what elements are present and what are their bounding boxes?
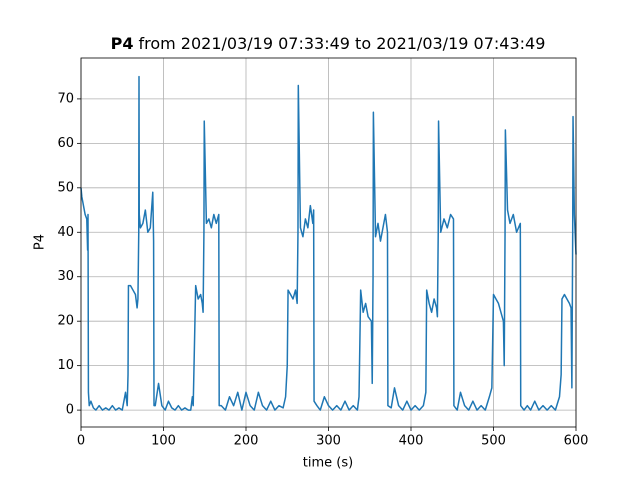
y-tick-label: 0	[66, 403, 74, 418]
y-tick-label: 20	[57, 314, 74, 329]
x-tick-label: 400	[399, 434, 424, 449]
y-tick-label: 70	[57, 91, 74, 106]
y-axis-label: P4	[33, 234, 48, 250]
title-bold: P4	[111, 34, 134, 53]
x-tick-label: 600	[564, 434, 589, 449]
y-tick-label: 60	[57, 136, 74, 151]
title-rest: from 2021/03/19 07:33:49 to 2021/03/19 0…	[138, 34, 545, 53]
y-tick-label: 40	[57, 225, 74, 240]
chart-title: P4 from 2021/03/19 07:33:49 to 2021/03/19…	[111, 34, 546, 53]
x-tick-label: 200	[234, 434, 259, 449]
plot-frame	[80, 57, 577, 428]
x-tick-label: 0	[77, 434, 85, 449]
y-tick-label: 10	[57, 358, 74, 373]
x-tick-label: 100	[151, 434, 176, 449]
y-tick-label: 50	[57, 180, 74, 195]
x-tick-label: 500	[481, 434, 506, 449]
x-tick-label: 300	[316, 434, 341, 449]
data-line	[80, 75, 577, 411]
y-tick-label: 30	[57, 269, 74, 284]
x-axis-label: time (s)	[303, 456, 353, 471]
